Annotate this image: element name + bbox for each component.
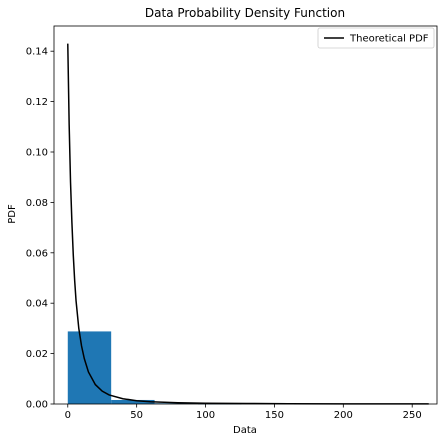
y-tick-label-4: 0.08 xyxy=(26,198,48,209)
axes-frame xyxy=(53,25,438,405)
x-tick-label-4: 200 xyxy=(334,410,353,421)
y-tick-label-6: 0.12 xyxy=(26,97,48,108)
legend-box xyxy=(317,27,435,49)
histogram-bar-1 xyxy=(111,399,155,404)
y-tick-label-3: 0.06 xyxy=(26,248,48,259)
chart-title: Data Probability Density Function xyxy=(145,6,345,20)
y-tick-label-1: 0.02 xyxy=(26,349,48,360)
legend-label: Theoretical PDF xyxy=(349,34,429,45)
x-tick-label-1: 50 xyxy=(130,410,143,421)
x-tick-label-5: 250 xyxy=(403,410,422,421)
y-axis-title: PDF xyxy=(7,204,18,224)
x-tick-label-2: 100 xyxy=(196,410,215,421)
plot-area xyxy=(67,43,429,405)
y-tick-label-2: 0.04 xyxy=(26,299,48,310)
x-tick-label-0: 0 xyxy=(65,410,71,421)
y-tick-label-5: 0.10 xyxy=(26,148,48,159)
legend: Theoretical PDF xyxy=(317,27,435,49)
y-tick-label-0: 0.00 xyxy=(26,400,48,411)
x-tick-label-3: 150 xyxy=(265,410,284,421)
series-line-0 xyxy=(67,43,429,405)
x-axis-title: Data xyxy=(233,425,257,436)
axes: 0 50 100 150 200 250 0.00 0.02 0.04 0.06 0.08 0.10 0… xyxy=(26,25,438,421)
y-tick-label-7: 0.14 xyxy=(26,47,48,58)
